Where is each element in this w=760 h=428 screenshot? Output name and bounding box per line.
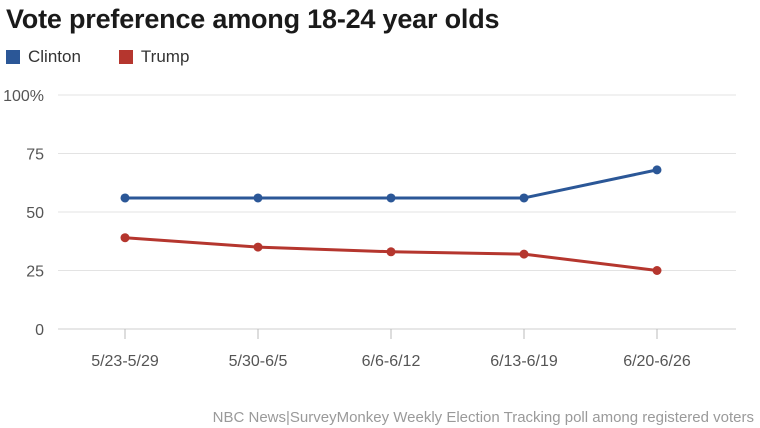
gridlines (58, 94, 736, 330)
data-point-trump (120, 233, 130, 243)
chart-title: Vote preference among 18-24 year olds (6, 4, 500, 34)
x-tick-label: 5/30-6/5 (229, 353, 288, 370)
data-point-clinton (386, 193, 396, 203)
data-point-trump (519, 249, 529, 259)
data-point-clinton (519, 193, 529, 203)
x-tick-label: 6/20-6/26 (623, 353, 691, 370)
y-tick-label-0: 0 (35, 322, 44, 339)
data-point-trump (652, 266, 662, 275)
legend-label-trump: Trump (140, 47, 190, 66)
series-points (120, 165, 662, 275)
data-point-clinton (253, 193, 263, 203)
y-tick-label-25: 25 (26, 264, 44, 281)
legend-swatch-trump (118, 50, 133, 64)
source-note: NBC News|SurveyMonkey Weekly Election Tr… (212, 409, 754, 426)
data-point-trump (253, 242, 263, 252)
x-axis-ticks: 5/23-5/29 5/30-6/5 6/6-6/12 6/13-6/19 6/20-6… (91, 329, 691, 370)
x-tick-label: 6/6-6/12 (362, 353, 421, 370)
data-point-trump (386, 247, 396, 257)
y-tick-label-75: 75 (26, 147, 44, 164)
x-tick-label: 5/23-5/29 (91, 353, 159, 370)
legend-label-clinton: Clinton (28, 47, 81, 66)
legend-swatch-clinton (6, 50, 20, 64)
data-point-clinton (120, 193, 130, 203)
legend-item-trump: Trump (118, 47, 190, 67)
legend: Clinton Trump (6, 47, 189, 67)
y-tick-label-50: 50 (26, 205, 44, 222)
y-tick-label-100: 100% (3, 88, 44, 105)
data-point-clinton (652, 165, 662, 175)
y-axis-ticks: 0 25 50 75 100% (3, 88, 44, 339)
x-tick-label: 6/13-6/19 (490, 353, 558, 370)
legend-item-clinton: Clinton (6, 47, 81, 67)
